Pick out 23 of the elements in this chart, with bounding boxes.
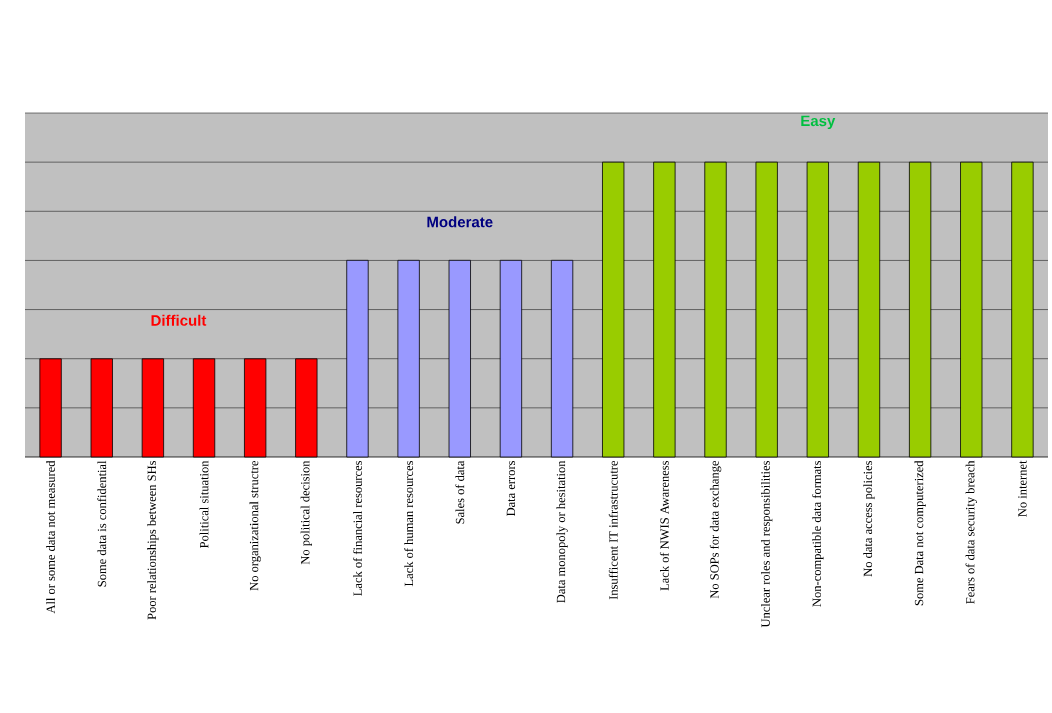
- x-tick-label: No internet: [1018, 460, 1027, 517]
- x-tick-label: Some Data not computerized: [914, 460, 926, 606]
- x-tick-label: Lack of NWIS Awareness: [659, 460, 669, 591]
- x-tick-label: Unclear roles and responsibilities: [761, 460, 773, 628]
- annotation: Difficult: [151, 314, 207, 326]
- x-tick-label: Some data is confidential: [97, 460, 107, 587]
- x-tick-label: No organizational structre: [249, 460, 261, 591]
- x-tick-label: All or some data not measured: [46, 460, 55, 614]
- x-tick-label: Lack of human resources: [404, 460, 414, 587]
- x-tick-label: Sales of data: [455, 460, 465, 524]
- x-tick-label: Data errors: [506, 460, 516, 517]
- annotation: Moderate: [427, 216, 493, 228]
- x-tick-label: Lack of financial resources: [353, 460, 362, 596]
- x-tick-label: Poor relationships between SHs: [147, 460, 159, 620]
- x-tick-label: No SOPs for data exchange: [709, 460, 722, 599]
- x-tick-label: Non-compatible data formats: [812, 460, 824, 607]
- x-tick-label: Fears of data security breach: [965, 460, 978, 604]
- x-tick-label: Data monopoly or hesitation: [556, 460, 568, 603]
- x-tick-label: Insufficent IT infrastrucutre: [608, 460, 618, 600]
- x-tick-label: Political situation: [199, 460, 209, 549]
- x-tick-label: No data access policies: [863, 460, 875, 577]
- x-tick-label: No political decision: [300, 460, 312, 565]
- text: Easy: [801, 115, 836, 130]
